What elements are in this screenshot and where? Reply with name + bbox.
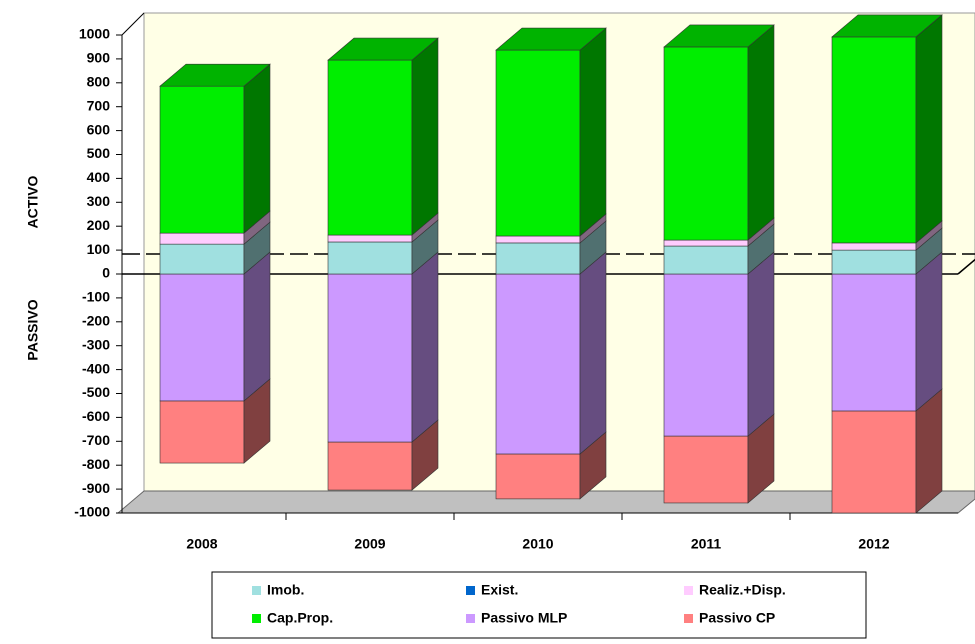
y-tick-label: -600 <box>82 408 110 424</box>
bar-segment <box>495 242 581 275</box>
bar-segment <box>327 234 413 243</box>
x-tick-label: 2012 <box>858 536 889 552</box>
x-tick-label: 2010 <box>522 536 553 552</box>
x-tick-label: 2008 <box>186 536 217 552</box>
bar-segment <box>831 36 917 244</box>
legend-label: Passivo MLP <box>481 610 567 626</box>
y-tick-label: -300 <box>82 336 110 352</box>
y-tick-label: -700 <box>82 432 110 448</box>
x-tick-label: 2009 <box>354 536 385 552</box>
legend <box>211 571 867 639</box>
y-label-positive: ACTIVO <box>25 175 41 228</box>
y-tick-label: -800 <box>82 456 110 472</box>
y-label-negative: PASSIVO <box>25 299 41 360</box>
bar-segment <box>327 441 413 491</box>
y-tick-label: 0 <box>102 265 110 281</box>
legend-label: Passivo CP <box>699 610 775 626</box>
bar-side <box>579 27 607 237</box>
y-tick-label: -500 <box>82 384 110 400</box>
legend-swatch <box>466 614 475 623</box>
bar-segment <box>159 273 245 402</box>
y-tick-label: 700 <box>87 97 111 113</box>
y-tick-label: 1000 <box>79 26 110 42</box>
bar-segment <box>831 249 917 275</box>
y-tick-label: -100 <box>82 289 110 305</box>
y-tick-label: -200 <box>82 313 110 329</box>
y-tick-label: 500 <box>87 145 111 161</box>
legend-label: Cap.Prop. <box>267 610 333 626</box>
bar-side <box>411 251 439 443</box>
y-tick-label: 200 <box>87 217 111 233</box>
bar-top <box>327 37 439 61</box>
bar-segment <box>159 85 245 234</box>
legend-label: Realiz.+Disp. <box>699 582 786 598</box>
y-tick-label: -900 <box>82 480 110 496</box>
bar-segment <box>495 273 581 455</box>
bar-side <box>747 24 775 241</box>
bar-segment <box>327 59 413 236</box>
legend-swatch <box>684 586 693 595</box>
bar-segment <box>159 400 245 464</box>
bar-segment <box>159 243 245 275</box>
zero-line-depth <box>957 258 975 275</box>
legend-label: Imob. <box>267 582 304 598</box>
bar-segment <box>495 49 581 237</box>
y-tick-label: 800 <box>87 74 111 90</box>
y-tick-label: -1000 <box>74 504 110 520</box>
bar-side <box>243 63 271 234</box>
bar-side <box>579 251 607 455</box>
y-tick-label: 600 <box>87 121 111 137</box>
bar-segment <box>495 453 581 500</box>
y-tick-label: -400 <box>82 360 110 376</box>
y-tick-label: 100 <box>87 241 111 257</box>
bar-segment <box>663 245 749 275</box>
y-tick-label: 300 <box>87 193 111 209</box>
legend-label: Exist. <box>481 582 518 598</box>
bar-segment <box>663 239 749 247</box>
y-tick-label: 400 <box>87 169 111 185</box>
bar-side <box>243 251 271 402</box>
legend-swatch <box>252 586 261 595</box>
bar-segment <box>831 410 917 514</box>
bar-segment <box>159 232 245 245</box>
bar-side <box>747 251 775 437</box>
legend-swatch <box>466 586 475 595</box>
x-tick-label: 2011 <box>691 536 722 552</box>
y-tick-label: 900 <box>87 50 111 66</box>
bar-segment <box>663 46 749 241</box>
bar-segment <box>495 235 581 244</box>
bar-top <box>159 63 271 87</box>
bar-side <box>411 37 439 236</box>
bar-segment <box>327 241 413 275</box>
bar-segment <box>663 435 749 504</box>
bar-top <box>663 24 775 48</box>
axis-edge <box>121 12 145 36</box>
legend-swatch <box>684 614 693 623</box>
bar-top <box>495 27 607 51</box>
legend-swatch <box>252 614 261 623</box>
bar-side <box>915 14 943 244</box>
bar-segment <box>327 273 413 443</box>
bar-segment <box>663 273 749 437</box>
bar-side <box>915 251 943 412</box>
bar-segment <box>831 273 917 412</box>
bar-top <box>831 14 943 38</box>
bar-segment <box>831 242 917 251</box>
